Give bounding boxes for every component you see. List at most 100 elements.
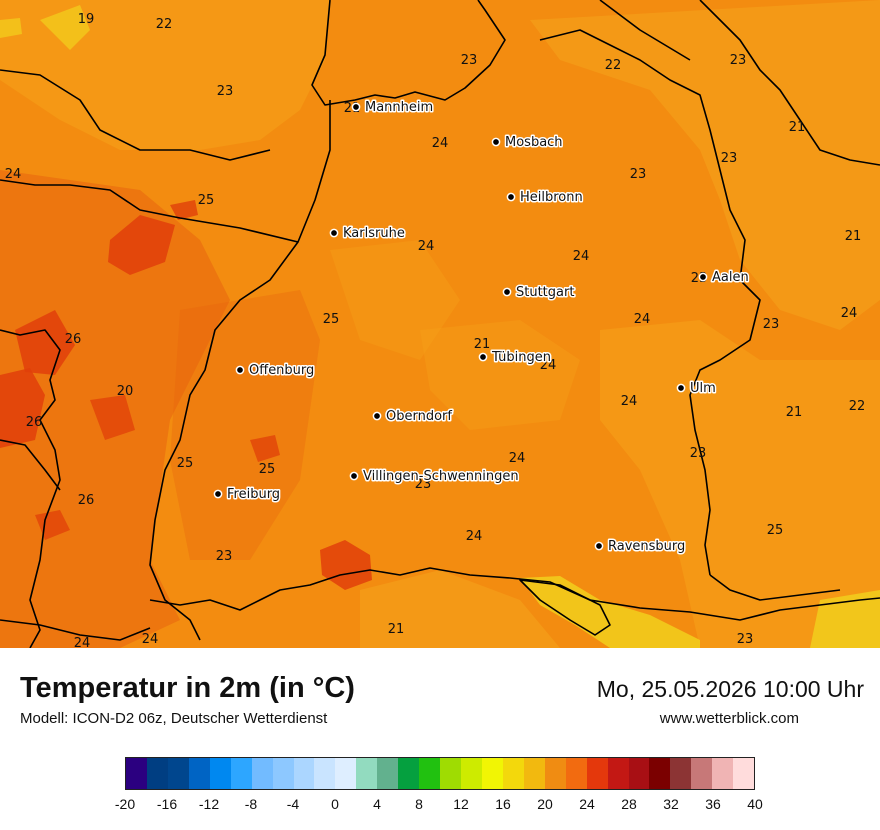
city-markers: 21MannheimMosbachHeilbronnKarlsruheStutt… [213,99,750,556]
scale-tick-label: 8 [415,796,423,812]
city-label: Villingen-Schwenningen [363,469,519,484]
city-oberndorf: Oberndorf [372,408,454,426]
temperature-value: 19 [78,12,95,27]
temperature-value: 23 [415,477,432,492]
temperature-value: 21 [789,120,806,135]
scale-swatch [398,758,420,789]
city-dot [349,471,359,481]
city-dot [594,541,604,551]
city-dot [676,383,686,393]
temperature-value: 25 [198,193,215,208]
city-dot [213,489,223,499]
city-label: Stuttgart [516,285,574,300]
map-title: Temperatur in 2m (in °C) [20,672,355,704]
scale-swatch [733,758,755,789]
city-label: Oberndorf [386,409,452,424]
temperature-value: 21 [786,405,803,420]
scale-swatch [188,758,210,789]
state-border-palatinate [0,100,331,243]
scale-swatch [335,758,357,789]
region-border-sw [0,619,151,641]
scale-tick-label: -4 [286,796,300,812]
scale-swatch [649,758,671,789]
scale-swatch [146,758,168,789]
scale-tick-label: -8 [244,796,258,812]
temperature-value: 26 [78,493,95,508]
city-tübingen: Tübingen [478,349,553,367]
temperature-value: 24 [573,249,590,264]
temperature-value: 26 [26,415,43,430]
temperature-value: 25 [177,456,194,471]
city-offenburg: Offenburg [235,362,316,380]
temperature-value: 24 [841,306,858,321]
city-label: Karlsruhe [343,226,405,241]
scale-swatch [565,758,587,789]
model-source: Modell: ICON-D2 06z, Deutscher Wetterdie… [20,710,328,727]
scale-tick-label: -12 [198,796,220,812]
temperature-map: 19 22 23 22 23 23 21 24 24 23 23 25 24 21 24 23 26 24 25 24… [0,0,880,648]
scale-swatch [586,758,608,789]
temperature-value: 25 [767,523,784,538]
borders [0,0,880,648]
temperature-value: 23 [690,446,707,461]
scale-tick-label: 32 [663,796,679,812]
temperature-value: 24 [5,167,22,182]
city-heilbronn: Heilbronn [506,189,584,207]
city-karlsruhe: Karlsruhe [329,225,406,243]
city-dot [491,137,501,147]
temperature-value: 26 [65,332,82,347]
scale-swatch [356,758,378,789]
temperature-value: 23 [763,317,780,332]
website-link[interactable]: www.wetterblick.com [659,710,799,727]
city-label: Heilbronn [520,190,583,205]
state-border-east-upper [699,0,880,166]
scale-swatch [628,758,650,789]
scale-swatch [126,758,147,789]
city-dot [372,411,382,421]
city-dot [351,102,361,112]
scale-swatch [607,758,629,789]
city-aalen: 23Aalen [691,269,750,287]
state-border-east [539,29,761,576]
temperature-value: 22 [849,399,866,414]
scale-swatch [314,758,336,789]
temperature-value: 24 [621,394,638,409]
color-scale [125,757,755,790]
city-label: Aalen [712,270,749,285]
temperature-value: 25 [323,312,340,327]
scale-swatch [440,758,461,789]
temperature-value: 24 [634,312,651,327]
temperature-value: 23 [721,151,738,166]
scale-swatch [523,758,545,789]
scale-tick-label: 20 [537,796,553,812]
scale-swatch [230,758,252,789]
temperature-value: 21 [845,229,862,244]
scale-swatch [502,758,524,789]
city-label: Freiburg [227,487,280,502]
scale-tick-label: -20 [114,796,136,812]
temperature-value: 24 [432,136,449,151]
temperature-field [0,0,880,648]
temperature-value: 24 [540,358,557,373]
city-dot [478,352,488,362]
scale-swatch [461,758,482,789]
state-border-west-rhine [149,241,299,641]
scale-tick-label: 12 [453,796,469,812]
city-mosbach: Mosbach [491,134,564,152]
legend-footer: Temperatur in 2m (in °C) Modell: ICON-D2… [0,648,880,830]
lake-constance [519,579,611,636]
temperature-value: 24 [466,529,483,544]
city-dot [506,192,516,202]
scale-swatch [167,758,189,789]
city-label: Mosbach [505,135,563,150]
temperature-value: 23 [737,632,754,647]
region-border-west [0,439,61,491]
temperature-value: 24 [509,451,526,466]
country-border-france [0,329,61,648]
scale-swatch [481,758,503,789]
scale-swatch [712,758,734,789]
region-border-nw [0,69,271,161]
city-stuttgart: Stuttgart [502,284,576,302]
scale-tick-label: 40 [747,796,763,812]
temperature-value: 21 [474,337,491,352]
